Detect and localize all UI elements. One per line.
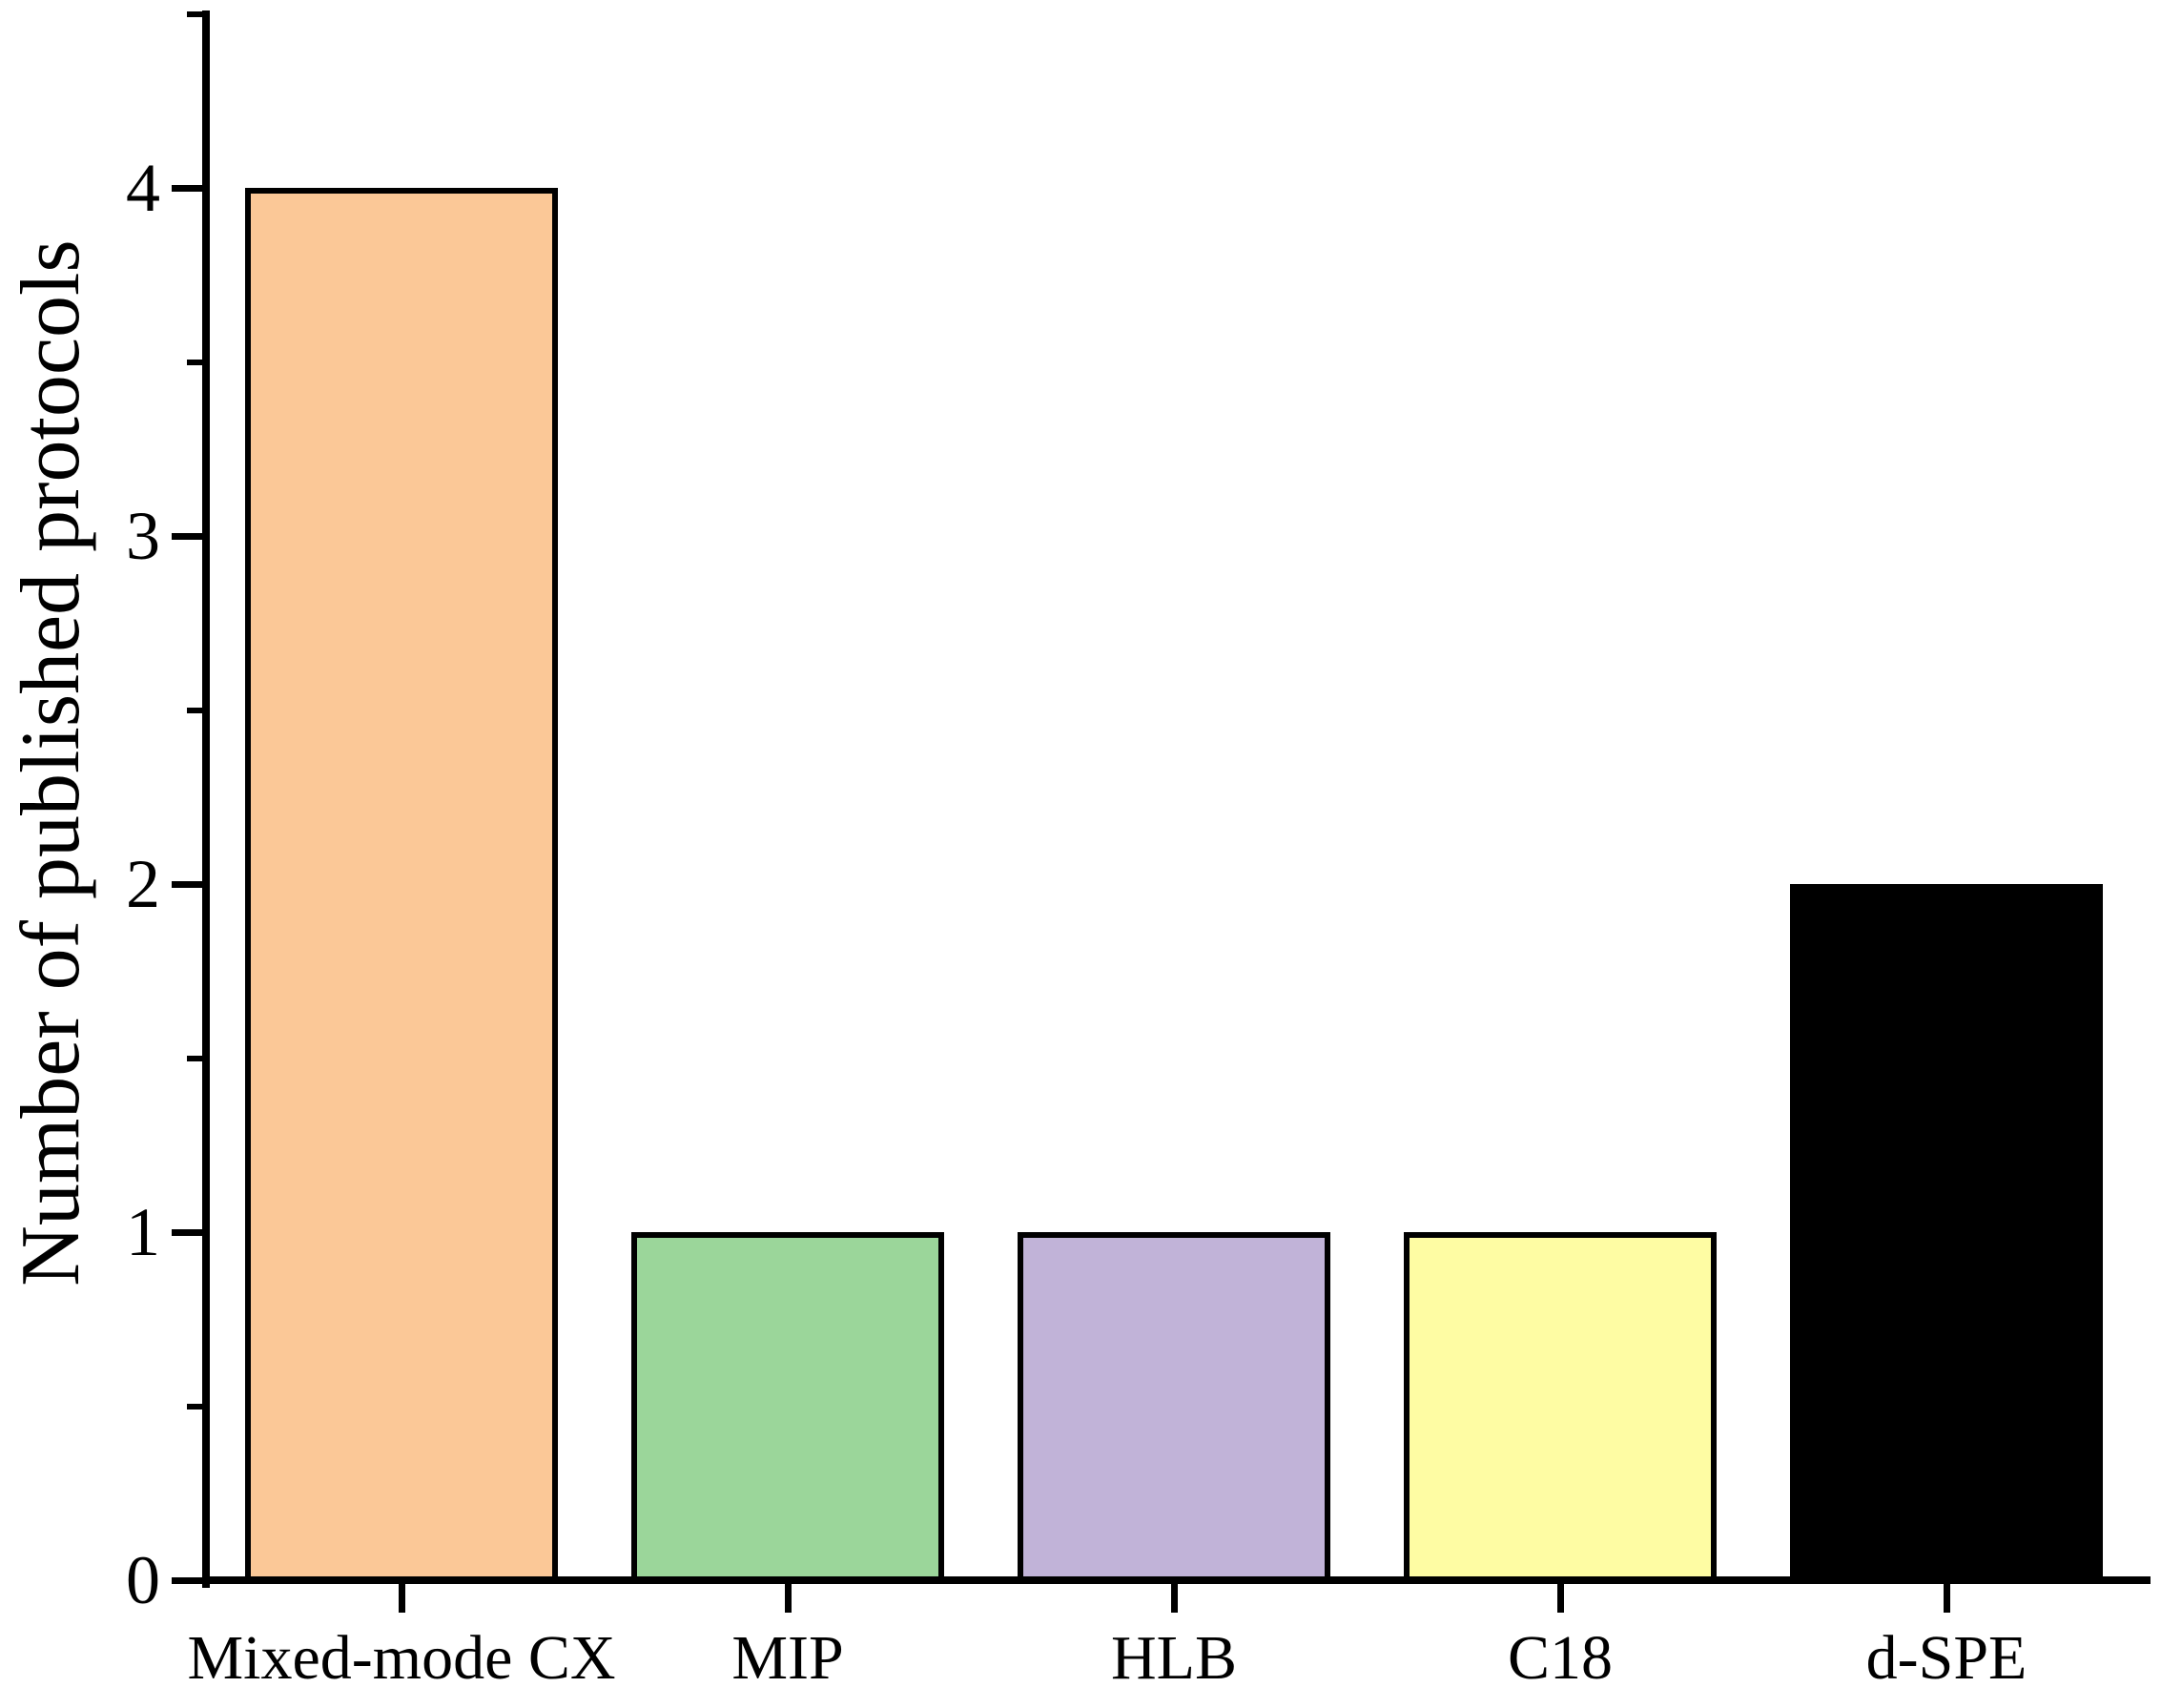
y-tick-label: 2 xyxy=(126,846,160,922)
y-major-tick xyxy=(172,1576,202,1584)
y-minor-tick xyxy=(187,10,202,17)
y-major-tick xyxy=(172,880,202,888)
y-tick-label: 4 xyxy=(126,150,160,226)
y-axis-line xyxy=(202,10,210,1588)
x-tick xyxy=(1556,1584,1564,1613)
x-category-label: C18 xyxy=(1507,1623,1614,1693)
x-tick xyxy=(1170,1584,1178,1613)
x-tick xyxy=(784,1584,792,1613)
bar-hlb xyxy=(1018,1232,1330,1584)
y-axis-title: Number of published protocols xyxy=(5,239,97,1286)
x-tick xyxy=(1943,1584,1950,1613)
y-tick-label: 0 xyxy=(126,1542,160,1618)
bar-mip xyxy=(631,1232,944,1584)
x-category-label: HLB xyxy=(1111,1623,1237,1693)
y-minor-tick xyxy=(187,359,202,365)
y-major-tick xyxy=(172,532,202,540)
x-tick xyxy=(398,1584,405,1613)
y-major-tick xyxy=(172,1228,202,1236)
bar-mixed-mode-cx xyxy=(245,188,558,1584)
y-minor-tick xyxy=(187,1055,202,1061)
y-tick-label: 3 xyxy=(126,498,160,574)
bar-c18 xyxy=(1404,1232,1717,1584)
y-minor-tick xyxy=(187,707,202,713)
y-major-tick xyxy=(172,184,202,192)
x-axis-line xyxy=(202,1576,2151,1584)
y-tick-label: 1 xyxy=(126,1194,160,1270)
x-category-label: d-SPE xyxy=(1865,1623,2027,1693)
x-category-label: Mixed-mode CX xyxy=(187,1623,616,1693)
bar-d-spe xyxy=(1790,884,2103,1584)
y-minor-tick xyxy=(187,1403,202,1410)
x-category-label: MIP xyxy=(731,1623,844,1693)
